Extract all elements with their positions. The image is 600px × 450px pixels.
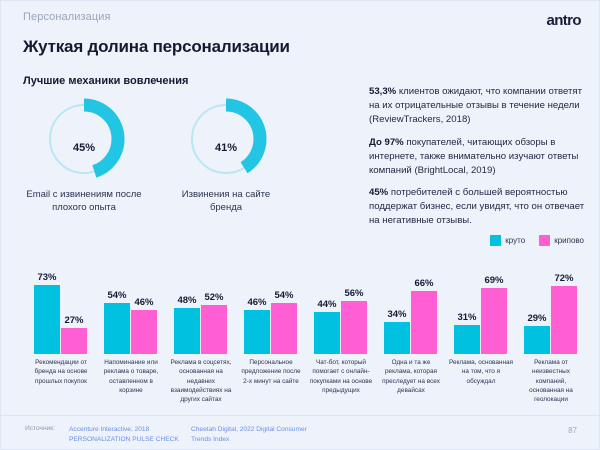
bar-value-label: 46% [134, 297, 154, 309]
slide-header: Персонализация antro [23, 11, 582, 33]
section-heading: Лучшие механики вовлечения [23, 75, 189, 87]
donut-label-site: Извинения на сайте бренда [181, 189, 271, 213]
bar-value-label: 54% [274, 289, 294, 301]
bar-group: 31% 69% Реклама, основанная на том, что я … [449, 259, 513, 384]
bar-cool[interactable]: 73% [34, 272, 60, 354]
bar-value-label: 48% [177, 295, 197, 307]
source-label: Источник: [25, 425, 55, 432]
bar-value-label: 27% [64, 315, 84, 327]
bar-cool[interactable]: 31% [454, 312, 480, 354]
bar-creepy[interactable]: 69% [481, 275, 507, 354]
bar-value-label: 44% [317, 299, 337, 311]
slide-footer: Источник: Accenture Interactive, 2018 PE… [1, 415, 599, 449]
legend-label-creepy: крипово [554, 236, 584, 245]
bar-cool[interactable]: 54% [104, 290, 130, 354]
bar-group: 73% 27% Рекомендации от бренда на основе п… [34, 259, 88, 385]
fact-item: 53,3% клиентов ожидают, что компании отв… [369, 85, 587, 127]
bar-value-label: 54% [107, 289, 127, 301]
bar-value-label: 29% [527, 313, 547, 325]
bar-category-label: Реклама от неизвестных компаний, основан… [529, 359, 573, 404]
bar-value-label: 34% [387, 308, 407, 320]
legend-label-cool: круто [505, 236, 526, 245]
bar-creepy[interactable]: 27% [61, 315, 87, 354]
bar-value-label: 66% [414, 278, 434, 290]
bar-chart-plot: 73% 27% Рекомендации от бренда на основе п… [1, 259, 600, 404]
bar-category-label: Реклама, основанная на том, что я обсужд… [449, 359, 513, 385]
fact-lead: 53,3% [369, 86, 397, 97]
bar-creepy[interactable]: 52% [201, 292, 227, 354]
fact-lead: До 97% [369, 136, 404, 148]
chart-legend: круто крипово [490, 235, 584, 246]
facts-block: 53,3% клиентов ожидают, что компании отв… [369, 85, 587, 237]
bar-creepy[interactable]: 46% [131, 297, 157, 354]
bar-group: 44% 56% Чат-бот, который помогает с онлайн… [310, 259, 372, 394]
bar-cool[interactable]: 48% [174, 295, 200, 354]
fact-item: 45% потребителей с большей вероятностью … [369, 186, 587, 228]
section-kicker: Персонализация [23, 11, 111, 23]
bar-creepy[interactable]: 66% [411, 278, 437, 354]
bar-chart: 73% 27% Рекомендации от бренда на основе п… [1, 259, 600, 409]
page-number: 87 [568, 426, 577, 435]
legend-swatch-creepy [539, 235, 551, 246]
donut-value-email: 45% [72, 142, 96, 154]
bar-group: 46% 54% Персональное предложение после 2-х… [241, 259, 300, 385]
fact-lead: 45% [369, 187, 389, 199]
donut-chart-email: 45% Email с извинениям после плохого опы… [23, 97, 145, 215]
donut-svg-site [185, 98, 267, 180]
bar-category-label: Реклама в соцсетях, основанная на недавн… [170, 359, 232, 404]
donut-arc-email [43, 98, 125, 180]
bar-creepy[interactable]: 72% [551, 273, 577, 354]
fact-text: покупателей, читающих обзоры в интернете… [369, 136, 579, 176]
bar-creepy[interactable]: 54% [271, 290, 297, 354]
donut-value-site: 41% [214, 142, 238, 154]
bar-group: 54% 46% Напоминание или реклама о товаре, … [104, 259, 158, 394]
bar-value-label: 52% [204, 291, 224, 303]
bar-cool[interactable]: 46% [244, 297, 270, 354]
bar-value-label: 72% [554, 272, 574, 284]
legend-item-creepy: крипово [539, 235, 584, 246]
fact-text: потребителей с большей вероятностью подд… [369, 187, 585, 227]
bar-value-label: 69% [484, 275, 504, 287]
legend-swatch-cool [490, 235, 502, 246]
bar-category-label: Рекомендации от бренда на основе прошлых… [34, 359, 88, 385]
bar-group: 48% 52% Реклама в соцсетях, основанная на … [171, 259, 232, 404]
bar-cool[interactable]: 44% [314, 299, 340, 354]
bar-category-label: Чат-бот, который помогает с онлайн-покуп… [309, 359, 373, 394]
bar-creepy[interactable]: 56% [341, 288, 367, 354]
fact-item: До 97% покупателей, читающих обзоры в ин… [369, 136, 587, 178]
bar-value-label: 46% [247, 297, 267, 309]
bar-value-label: 73% [37, 271, 57, 283]
bar-group: 29% 72% Реклама от неизвестных компаний, о… [524, 259, 578, 403]
bar-group: 34% 66% Одна и та же реклама, которая прес… [382, 259, 440, 394]
antro-logo: antro [546, 12, 581, 29]
donut-chart-site: 41% Извинения на сайте бренда [165, 97, 287, 215]
fact-text: клиентов ожидают, что компании ответят н… [369, 86, 582, 125]
donut-label-email: Email с извинениям после плохого опыта [26, 189, 142, 213]
bar-category-label: Персональное предложение после 2-х минут… [241, 359, 301, 385]
bar-cool[interactable]: 34% [384, 309, 410, 354]
bar-value-label: 31% [457, 311, 477, 323]
donut-arc-site [185, 98, 267, 180]
bar-cool[interactable]: 29% [524, 313, 550, 354]
page-title: Жуткая долина персонализации [23, 37, 290, 56]
bar-value-label: 56% [344, 287, 364, 299]
bar-category-label: Одна и та же реклама, которая преследует… [382, 359, 440, 394]
bar-category-label: Напоминание или реклама о товаре, оставл… [103, 359, 159, 394]
donut-svg-email [43, 98, 125, 180]
source-link-cheetah[interactable]: Cheetah Digital, 2022 Digital Consumer T… [191, 426, 307, 443]
legend-item-cool: круто [490, 235, 525, 246]
source-link-accenture[interactable]: Accenture Interactive, 2018 PERSONALIZAT… [69, 426, 179, 443]
